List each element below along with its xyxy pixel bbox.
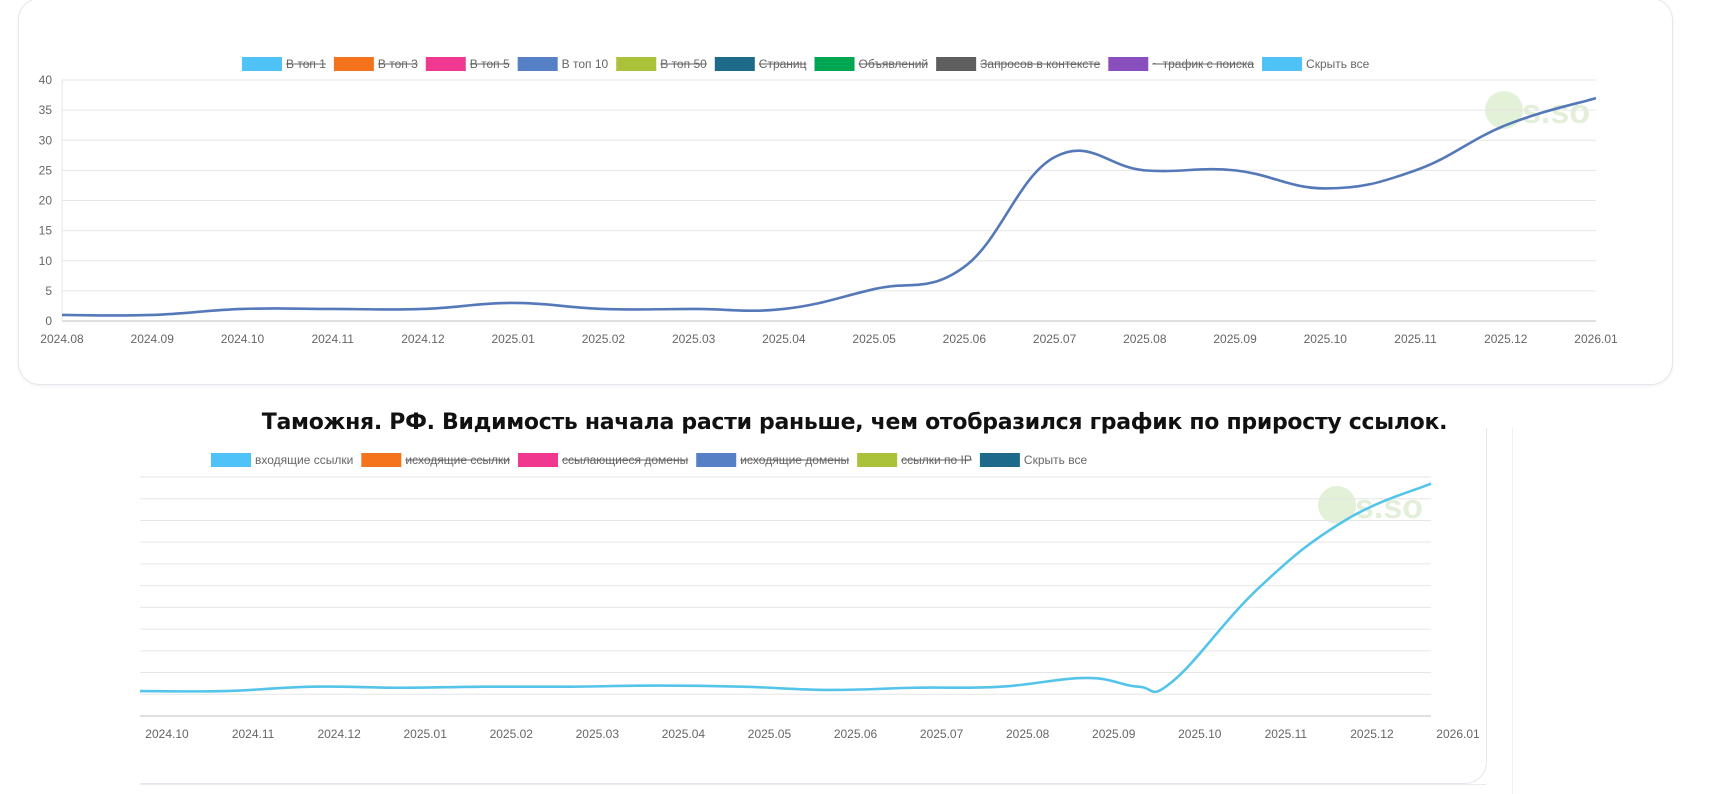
y-tick-label: 40 <box>39 73 53 87</box>
x-tick-label: 2025.11 <box>1265 727 1308 741</box>
legend-item: В топ 1 <box>242 57 326 71</box>
x-tick-label: 2024.08 <box>40 332 84 346</box>
legend-swatch <box>517 453 558 467</box>
legend-item: Скрыть все <box>979 453 1088 467</box>
y-tick-label: 20 <box>39 194 53 208</box>
x-tick-label: 2025.05 <box>748 727 792 741</box>
divider <box>1512 428 1513 794</box>
x-tick-label: 2025.08 <box>1006 727 1050 741</box>
legend-swatch <box>714 57 755 71</box>
x-tick-label: 2024.09 <box>131 332 175 346</box>
legend-item: В топ 3 <box>333 57 418 71</box>
y-tick-label: 5 <box>45 284 52 298</box>
links-chart-card <box>140 428 1487 784</box>
divider <box>140 784 1486 785</box>
legend-label: Скрыть все <box>1306 57 1370 71</box>
x-tick-label: 2025.10 <box>1304 332 1348 346</box>
legend-swatch <box>857 453 898 467</box>
x-tick-label: 2025.03 <box>576 727 620 741</box>
x-tick-label: 2025.08 <box>1123 332 1167 346</box>
legend-item: Объявлений <box>814 57 929 71</box>
legend-item: В топ 10 <box>517 57 609 71</box>
legend-swatch <box>616 57 657 71</box>
x-tick-label: 2025.05 <box>852 332 896 346</box>
x-tick-label: 2024.12 <box>317 727 361 741</box>
legend-item: ~ трафик с поиска <box>1108 57 1254 71</box>
x-tick-label: 2025.07 <box>920 727 964 741</box>
legend-swatch <box>211 453 251 467</box>
x-tick-label: 2025.01 <box>491 332 535 346</box>
y-tick-label: 0 <box>45 314 52 328</box>
x-tick-label: 2024.11 <box>311 332 354 346</box>
svg-text:s.so: s.so <box>1355 488 1423 526</box>
legend-item: ссылки по IP <box>857 453 972 467</box>
legend-item: Запросов в контексте <box>936 57 1101 71</box>
legend-swatch <box>242 57 282 71</box>
legend-item: исходящие ссылки <box>361 453 510 467</box>
caption: Таможня. РФ. Видимость начала расти рань… <box>261 410 1448 435</box>
x-tick-label: 2026.01 <box>1436 727 1480 741</box>
legend-swatch <box>333 57 374 71</box>
legend-label: В топ 10 <box>562 57 609 71</box>
x-tick-label: 2025.09 <box>1092 727 1136 741</box>
legend-label: входящие ссылки <box>255 453 353 467</box>
x-tick-label: 2025.11 <box>1394 332 1437 346</box>
svg-text:s.so: s.so <box>1522 93 1590 131</box>
legend-item: В топ 5 <box>425 57 510 71</box>
watermark-logo: s.so <box>1485 91 1590 131</box>
x-tick-label: 2024.10 <box>221 332 265 346</box>
x-tick-label: 2025.04 <box>662 727 706 741</box>
x-tick-label: 2025.02 <box>490 727 534 741</box>
legend-swatch <box>425 57 466 71</box>
legend-item: ссылающиеся домены <box>517 453 689 467</box>
links-chart: 2024.10 2024.11 2024.12 2025.01 2025.02 2025.… <box>139 453 1480 741</box>
y-tick-label: 35 <box>39 103 53 117</box>
y-tick-label: 10 <box>39 254 53 268</box>
x-tick-label: 2025.06 <box>834 727 878 741</box>
legend-item: исходящие домены <box>696 453 850 467</box>
legend-item: Страниц <box>714 57 807 71</box>
x-tick-label: 2025.06 <box>943 332 987 346</box>
x-tick-label: 2026.01 <box>1574 332 1618 346</box>
x-tick-label: 2025.01 <box>404 727 448 741</box>
x-tick-label: 2024.10 <box>145 727 189 741</box>
legend-swatch <box>361 453 402 467</box>
legend-item: входящие ссылки <box>211 453 353 467</box>
legend-item: В топ 50 <box>616 57 707 71</box>
legend-swatch <box>696 453 737 467</box>
x-tick-label: 2025.07 <box>1033 332 1077 346</box>
x-tick-label: 2025.12 <box>1484 332 1528 346</box>
x-tick-label: 2025.03 <box>672 332 716 346</box>
legend-swatch <box>936 57 977 71</box>
legend-swatch <box>814 57 855 71</box>
x-tick-label: 2025.10 <box>1178 727 1222 741</box>
x-tick-label: 2025.12 <box>1350 727 1394 741</box>
visibility-chart: 0 5 10 15 20 25 30 35 40 2024.08 2024.09 2024.10 202… <box>39 57 1618 346</box>
watermark-logo: s.so <box>1318 486 1423 526</box>
x-tick-label: 2024.11 <box>232 727 275 741</box>
x-tick-label: 2025.09 <box>1213 332 1257 346</box>
x-tick-label: 2025.02 <box>582 332 626 346</box>
y-tick-label: 15 <box>39 224 53 238</box>
series-line <box>139 482 1432 694</box>
legend-swatch <box>979 453 1020 467</box>
legend-swatch <box>1262 57 1303 71</box>
y-tick-label: 25 <box>39 163 53 177</box>
legend-swatch <box>1108 57 1149 71</box>
legend-label: Скрыть все <box>1024 453 1088 467</box>
legend-swatch <box>517 57 558 71</box>
series-line <box>61 96 1597 317</box>
legend-item: Скрыть все <box>1262 57 1370 71</box>
x-tick-label: 2025.04 <box>762 332 806 346</box>
y-tick-label: 30 <box>39 133 53 147</box>
x-tick-label: 2024.12 <box>401 332 445 346</box>
